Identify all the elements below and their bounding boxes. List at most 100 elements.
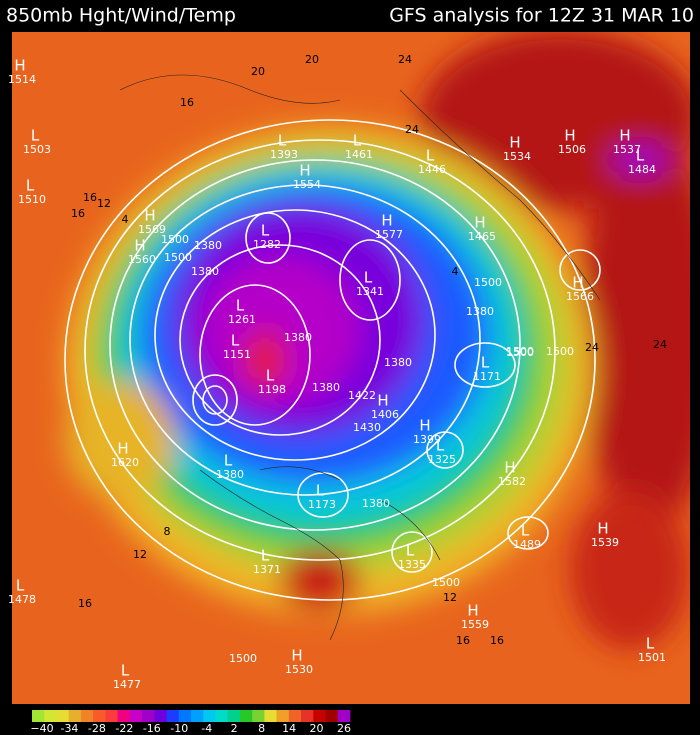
center-value: 1371 bbox=[253, 563, 281, 576]
height-label: 1500 bbox=[161, 233, 189, 246]
center-value: 1506 bbox=[558, 143, 586, 156]
center-value: 1477 bbox=[113, 678, 141, 691]
colorbar-swatch bbox=[215, 710, 228, 722]
colorbar-label: 20 bbox=[310, 722, 324, 735]
colorbar-swatch bbox=[56, 710, 69, 722]
center-value: 1539 bbox=[591, 536, 619, 549]
center-value: 1501 bbox=[638, 651, 666, 664]
center-type: L bbox=[224, 452, 233, 470]
colorbar-swatch bbox=[276, 710, 290, 722]
center-value: 1534 bbox=[503, 150, 531, 163]
colorbar-swatch bbox=[166, 710, 180, 722]
center-type: L bbox=[261, 547, 270, 565]
center-value: 1537 bbox=[613, 143, 641, 156]
center-value: 1478 bbox=[8, 593, 36, 606]
colorbar-label: 26 bbox=[337, 722, 351, 735]
center-type: H bbox=[134, 237, 145, 255]
colorbar-swatch bbox=[252, 710, 265, 722]
height-label: 1500 bbox=[432, 576, 460, 589]
center-value: 1380 bbox=[216, 468, 244, 481]
colorbar-swatch bbox=[68, 710, 82, 722]
colorbar-swatch bbox=[288, 710, 302, 722]
isotherm-label: 8 bbox=[164, 525, 171, 538]
isotherm-label: 16 bbox=[83, 191, 97, 204]
colorbar-swatch bbox=[117, 710, 131, 722]
height-label: 1380 bbox=[194, 239, 222, 252]
right-title: GFS analysis for 12Z 31 MAR 10 bbox=[389, 5, 694, 27]
center-type: L bbox=[636, 147, 645, 165]
colorbar-swatch bbox=[129, 710, 143, 722]
center-value: 1582 bbox=[498, 475, 526, 488]
center-value: 1261 bbox=[228, 313, 256, 326]
center-value: 1325 bbox=[428, 453, 456, 466]
height-label: 1500 bbox=[164, 251, 192, 264]
center-type: L bbox=[16, 577, 25, 595]
center-type: H bbox=[291, 647, 302, 665]
isotherm-label: 24 bbox=[653, 338, 667, 351]
center-type: H bbox=[377, 392, 388, 410]
colorbar-swatch bbox=[32, 710, 45, 722]
center-type: L bbox=[31, 127, 40, 145]
isotherm-label: 24 bbox=[398, 53, 412, 66]
colorbar-label: -16 bbox=[143, 722, 161, 735]
isotherm-label: 16 bbox=[456, 634, 470, 647]
center-type: H bbox=[619, 127, 630, 145]
height-label: 1380 bbox=[362, 497, 390, 510]
center-type: L bbox=[261, 222, 270, 240]
center-type: H bbox=[509, 134, 520, 152]
center-value: 1465 bbox=[468, 230, 496, 243]
colorbar-label: -34 bbox=[60, 722, 78, 735]
center-type: L bbox=[353, 132, 362, 150]
colorbar-label: 2 bbox=[231, 722, 238, 735]
center-value: 1171 bbox=[473, 370, 501, 383]
center-value: 1620 bbox=[111, 456, 139, 469]
center-value: 1503 bbox=[23, 143, 51, 156]
height-label: 1380 bbox=[384, 356, 412, 369]
center-type: H bbox=[381, 212, 392, 230]
center-value: 1569 bbox=[138, 223, 166, 236]
isotherm-label: 4 bbox=[452, 265, 459, 278]
center-value: 1530 bbox=[285, 663, 313, 676]
colorbar-label: -4 bbox=[201, 722, 212, 735]
colorbar-label: -28 bbox=[88, 722, 106, 735]
colorbar-swatch bbox=[191, 710, 204, 722]
center-type: H bbox=[14, 57, 25, 75]
isotherm-label: 24 bbox=[585, 341, 599, 354]
center-type: L bbox=[436, 437, 445, 455]
isotherm-label: 12 bbox=[443, 591, 457, 604]
colorbar-label: -22 bbox=[115, 722, 133, 735]
colorbar-label: 14 bbox=[282, 722, 296, 735]
center-type: H bbox=[474, 214, 485, 232]
center-value: 1560 bbox=[128, 253, 156, 266]
center-value: 1446 bbox=[418, 163, 446, 176]
center-type: L bbox=[26, 177, 35, 195]
center-type: L bbox=[521, 522, 530, 540]
colorbar-swatch bbox=[44, 710, 57, 722]
center-type: H bbox=[564, 127, 575, 145]
isotherm-label: 12 bbox=[133, 548, 147, 561]
colorbar-swatch bbox=[93, 710, 106, 722]
center-value: 1461 bbox=[345, 148, 373, 161]
center-type: H bbox=[504, 459, 515, 477]
center-type: L bbox=[646, 635, 655, 653]
isotherm-label: 20 bbox=[305, 53, 319, 66]
center-type: L bbox=[364, 269, 373, 287]
colorbar-label: -10 bbox=[170, 722, 188, 735]
height-label: 1380 bbox=[284, 331, 312, 344]
height-contours bbox=[64, 119, 601, 601]
isotherm-label: 12 bbox=[97, 197, 111, 210]
isotherm-label: 16 bbox=[180, 96, 194, 109]
center-value: 1282 bbox=[253, 238, 281, 251]
center-type: H bbox=[597, 520, 608, 538]
colorbar-swatch bbox=[154, 710, 167, 722]
height-label: 1500 bbox=[229, 652, 257, 665]
center-value: 1489 bbox=[513, 538, 541, 551]
center-value: 1510 bbox=[18, 193, 46, 206]
center-type: L bbox=[231, 332, 240, 350]
isotherm-label: 4 bbox=[122, 213, 129, 226]
center-type: L bbox=[481, 354, 490, 372]
height-label: 1380 bbox=[466, 305, 494, 318]
center-type: H bbox=[299, 162, 310, 180]
center-value: 1559 bbox=[461, 618, 489, 631]
